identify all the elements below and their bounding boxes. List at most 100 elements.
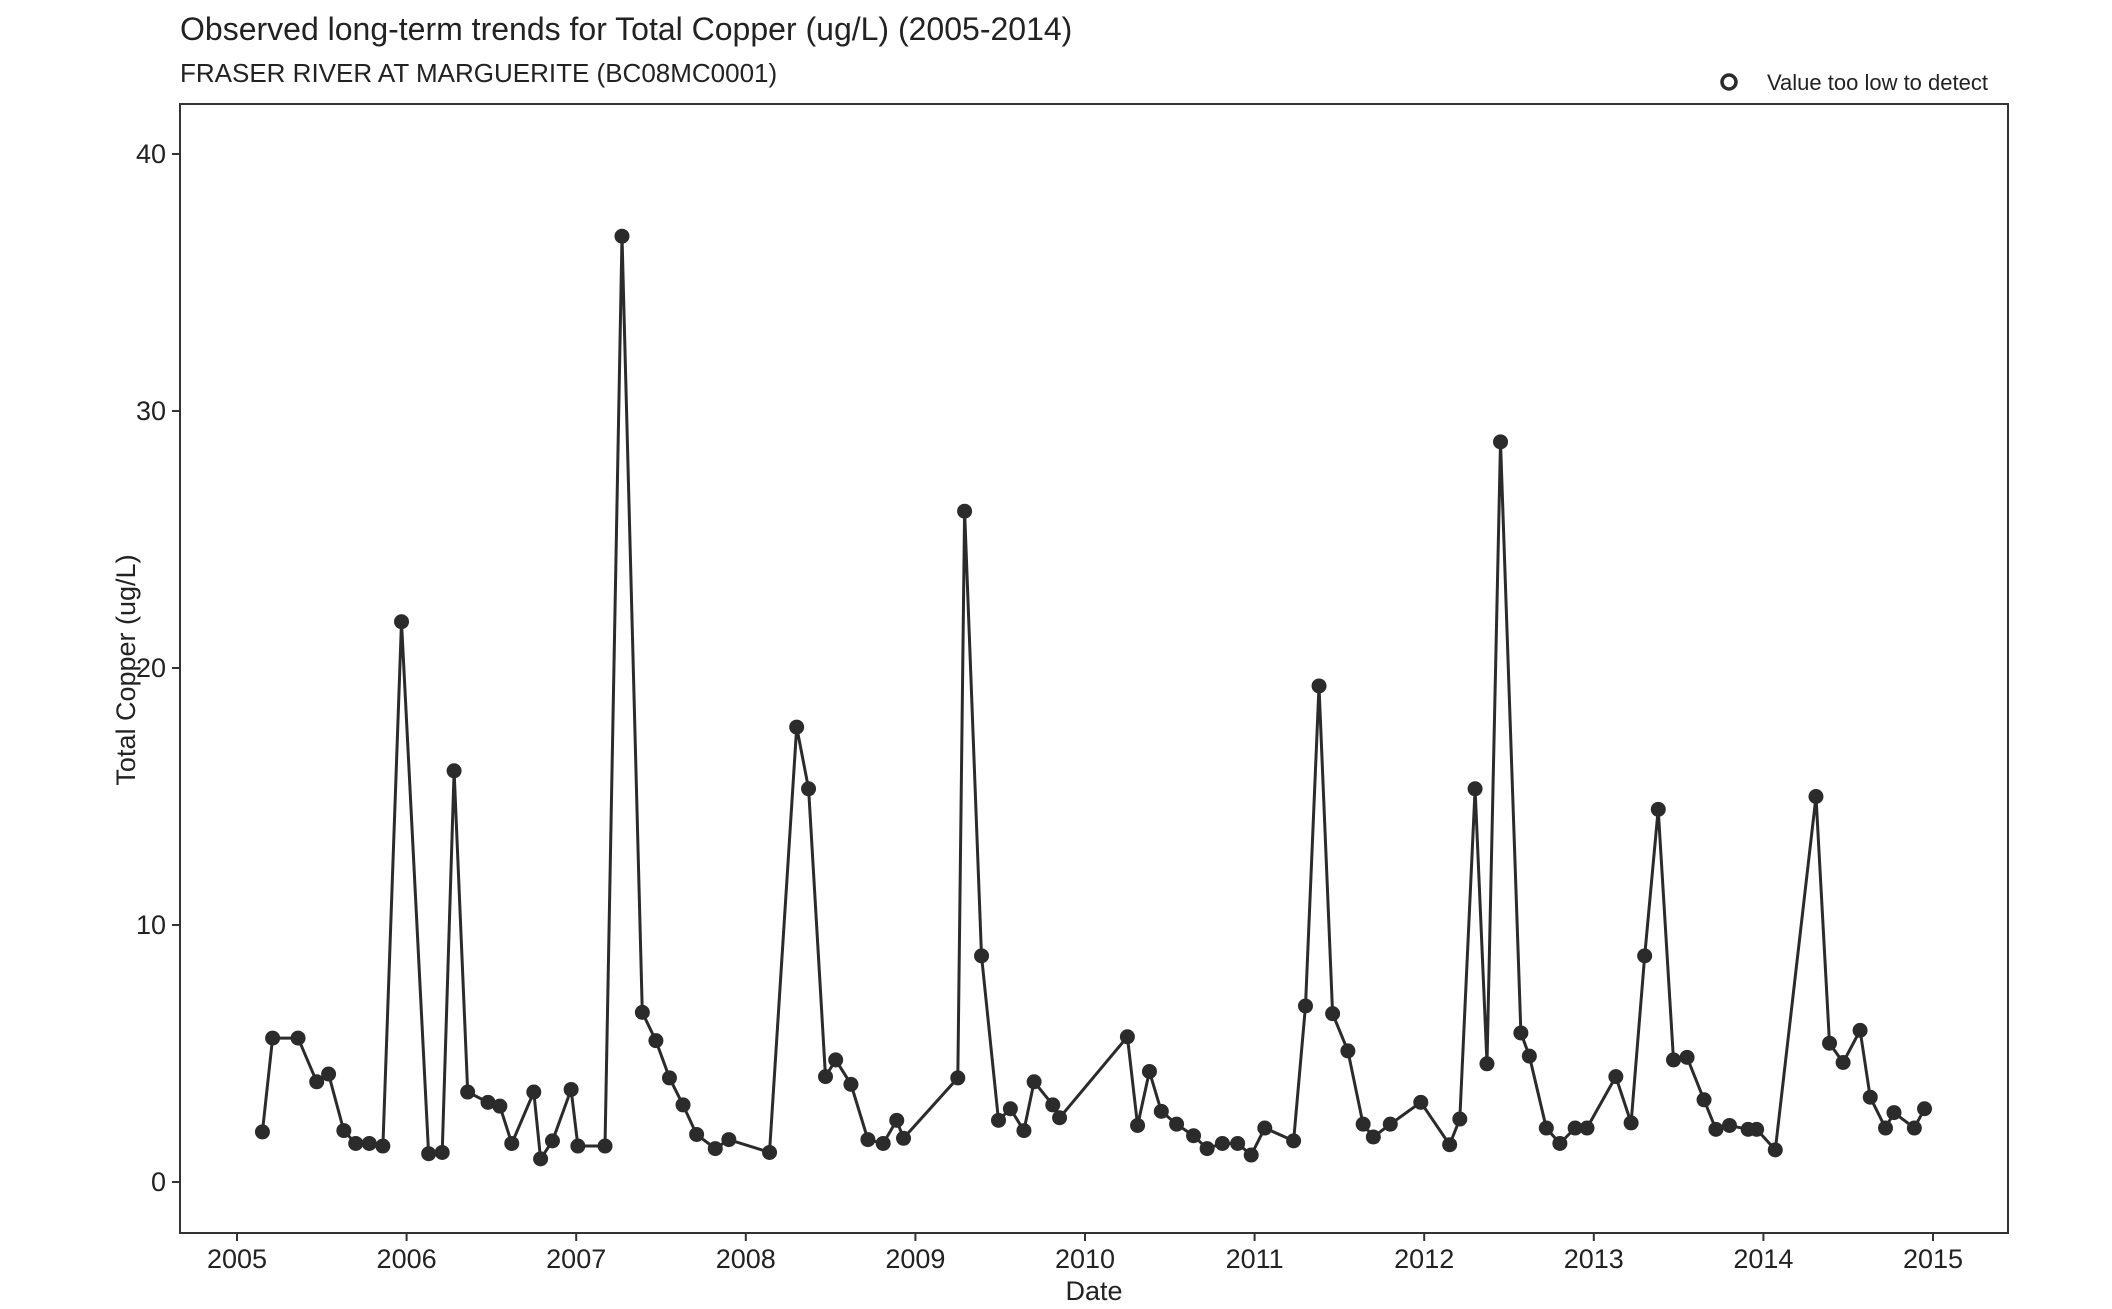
data-point xyxy=(1696,1092,1712,1108)
data-point xyxy=(1623,1115,1639,1131)
x-tick-label: 2005 xyxy=(207,1244,267,1274)
data-point xyxy=(789,719,805,735)
x-tick-label: 2012 xyxy=(1394,1244,1454,1274)
data-point xyxy=(614,228,630,244)
data-point xyxy=(648,1033,664,1049)
data-point xyxy=(446,763,462,779)
data-point xyxy=(1808,789,1824,804)
data-point xyxy=(1467,781,1483,797)
chart-subtitle: FRASER RIVER AT MARGUERITE (BC08MC0001) xyxy=(180,58,777,88)
x-tick-label: 2007 xyxy=(546,1244,606,1274)
data-point xyxy=(1130,1117,1146,1133)
data-point xyxy=(1045,1097,1061,1113)
data-point xyxy=(1917,1101,1933,1117)
data-point xyxy=(1153,1103,1169,1119)
data-point xyxy=(1297,998,1313,1014)
data-point xyxy=(843,1076,859,1092)
series-total-copper xyxy=(254,228,1933,1167)
legend-label: Value too low to detect xyxy=(1767,70,1988,95)
data-point xyxy=(1479,1056,1495,1072)
y-tick-label: 40 xyxy=(136,139,166,169)
data-point xyxy=(290,1030,306,1046)
data-point xyxy=(801,781,817,797)
data-point xyxy=(1862,1089,1878,1105)
data-point xyxy=(818,1069,834,1085)
x-tick-label: 2011 xyxy=(1226,1244,1284,1274)
data-point xyxy=(526,1084,542,1100)
data-point xyxy=(321,1066,337,1082)
data-point xyxy=(707,1141,723,1157)
x-tick-label: 2010 xyxy=(1055,1244,1115,1274)
y-tick-label: 0 xyxy=(151,1167,166,1197)
data-point xyxy=(1382,1116,1398,1132)
data-point xyxy=(1493,434,1509,450)
plot-panel xyxy=(179,103,2009,1234)
x-tick-label: 2014 xyxy=(1733,1244,1793,1274)
data-point xyxy=(1749,1121,1765,1137)
data-point xyxy=(1637,948,1653,964)
data-point xyxy=(348,1135,364,1151)
data-point xyxy=(1002,1101,1018,1117)
y-tick-label: 30 xyxy=(136,396,166,426)
data-point xyxy=(563,1081,579,1097)
data-point xyxy=(1257,1120,1273,1136)
data-point xyxy=(896,1130,912,1146)
data-point xyxy=(889,1112,905,1128)
x-tick-label: 2013 xyxy=(1564,1244,1624,1274)
data-point xyxy=(1608,1069,1624,1085)
data-point xyxy=(254,1124,270,1140)
data-point xyxy=(570,1138,586,1154)
data-point xyxy=(875,1135,891,1151)
data-point xyxy=(974,948,990,964)
data-point xyxy=(661,1070,677,1086)
data-point xyxy=(1708,1121,1724,1137)
data-point xyxy=(1442,1137,1458,1153)
data-point xyxy=(1230,1135,1246,1151)
y-axis: 0 10 20 30 40 xyxy=(136,139,180,1197)
data-point xyxy=(1650,801,1666,817)
data-point xyxy=(828,1052,844,1068)
x-tick-label: 2009 xyxy=(885,1244,945,1274)
data-point xyxy=(1513,1025,1529,1041)
data-point xyxy=(1355,1116,1371,1132)
data-point xyxy=(1016,1123,1032,1139)
chart-title: Observed long-term trends for Total Copp… xyxy=(180,11,1072,47)
data-point xyxy=(421,1146,437,1162)
data-point xyxy=(533,1151,549,1167)
data-point xyxy=(1521,1048,1537,1064)
y-axis-label: Total Copper (ug/L) xyxy=(111,554,141,785)
data-point xyxy=(504,1135,520,1151)
data-point xyxy=(336,1123,352,1139)
data-point xyxy=(1822,1035,1838,1051)
legend: Value too low to detect xyxy=(1720,70,1988,95)
data-point xyxy=(1141,1063,1157,1079)
data-point xyxy=(675,1097,691,1113)
data-point xyxy=(1835,1054,1851,1070)
data-point xyxy=(434,1144,450,1160)
data-point xyxy=(1119,1029,1135,1045)
data-point xyxy=(492,1098,508,1114)
data-point xyxy=(1567,1120,1583,1136)
data-point xyxy=(1579,1120,1595,1136)
data-point xyxy=(1552,1135,1568,1151)
data-point xyxy=(1214,1135,1230,1151)
x-tick-label: 2015 xyxy=(1903,1244,1963,1274)
data-point xyxy=(1026,1074,1042,1090)
data-point xyxy=(1052,1110,1068,1126)
data-point xyxy=(1169,1116,1185,1132)
data-point xyxy=(1325,1006,1341,1022)
data-point xyxy=(1852,1022,1868,1038)
data-point xyxy=(689,1126,705,1142)
data-point xyxy=(597,1138,613,1154)
data-point xyxy=(544,1133,560,1149)
x-tick-label: 2008 xyxy=(716,1244,776,1274)
x-tick-label: 2006 xyxy=(377,1244,437,1274)
data-point xyxy=(480,1094,496,1110)
series-line xyxy=(260,236,1926,1164)
data-point xyxy=(1666,1052,1682,1068)
x-axis-label: Date xyxy=(1065,1276,1122,1306)
data-point xyxy=(1311,678,1327,694)
data-point xyxy=(1878,1120,1894,1136)
data-point xyxy=(1340,1043,1356,1059)
data-point xyxy=(265,1030,281,1046)
